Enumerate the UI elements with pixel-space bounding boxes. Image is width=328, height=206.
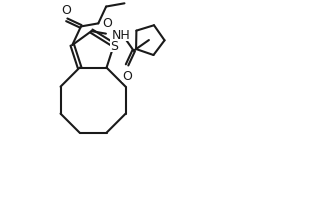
Text: NH: NH (112, 29, 131, 42)
Text: O: O (61, 4, 71, 17)
Text: O: O (103, 17, 113, 30)
Text: O: O (122, 70, 132, 83)
Text: S: S (110, 39, 118, 52)
